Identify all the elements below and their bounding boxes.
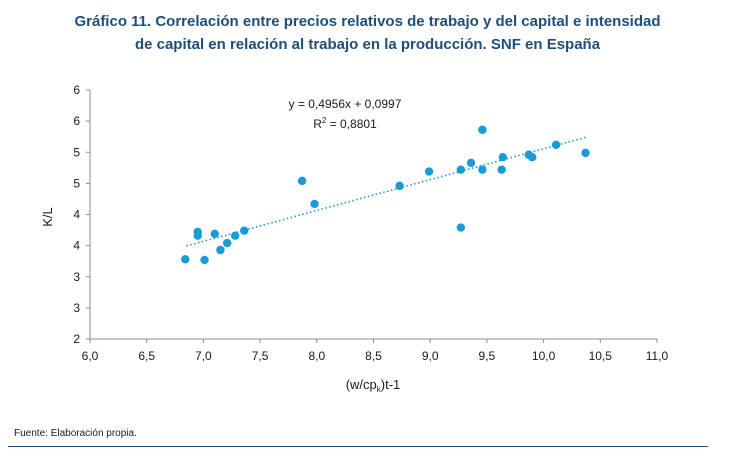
y-tick-label: 3 (73, 301, 80, 315)
data-point (497, 165, 506, 174)
x-tick-label: 8,0 (308, 349, 325, 363)
y-ticks: 2 3 3 4 4 5 5 6 6 (73, 83, 90, 346)
data-point (230, 231, 240, 240)
scatter-chart: 2 3 3 4 4 5 5 6 6 6,0 6,5 7,0 7,5 8,0 8,5 9,0 9,5 10,0 10… (40, 83, 669, 394)
chart-title: Gráfico 11. Correlación entre precios re… (0, 10, 735, 56)
data-point (478, 165, 487, 174)
data-point (528, 153, 537, 162)
regression-equation: y = 0,4956x + 0,0997 (289, 97, 402, 111)
data-point (424, 167, 434, 176)
x-tick-label: 7,0 (195, 349, 212, 363)
data-point (210, 229, 219, 238)
chart-title-line-2: de capital en relación al trabajo en la … (134, 36, 601, 53)
footer-rule (8, 446, 708, 447)
data-point (297, 176, 307, 186)
x-tick-label: 7,5 (252, 349, 269, 363)
data-points (181, 125, 590, 265)
r-squared-sup: 2 (322, 116, 327, 125)
data-point (581, 148, 590, 158)
x-tick-label: 11,0 (646, 349, 669, 363)
chart-title-line-1: Gráfico 11. Correlación entre precios re… (74, 13, 661, 30)
data-point (456, 223, 466, 232)
x-tick-label: 9,0 (422, 349, 439, 363)
r-squared-r: R (313, 117, 322, 131)
x-tick-label: 9,5 (479, 349, 496, 363)
data-point (216, 245, 225, 255)
x-tick-label: 6,5 (138, 349, 155, 363)
y-tick-label: 5 (73, 176, 80, 190)
x-tick-label: 6,0 (82, 349, 99, 363)
data-point (193, 231, 202, 240)
y-axis-label: K/L (40, 207, 55, 227)
trendline (186, 136, 586, 247)
data-point (200, 255, 209, 265)
x-axis-label-sub: k (377, 385, 382, 394)
y-tick-label: 6 (73, 114, 80, 128)
y-tick-label: 2 (73, 332, 80, 346)
x-tick-label: 10,5 (589, 349, 613, 363)
data-point (223, 238, 232, 248)
data-point (310, 199, 319, 209)
source-note: Fuente: Elaboración propia. (14, 428, 137, 439)
data-point (498, 153, 507, 162)
data-point (395, 181, 404, 191)
y-tick-label: 6 (73, 83, 80, 97)
data-point (181, 255, 190, 264)
data-point (466, 158, 476, 168)
x-tick-label: 8,5 (365, 349, 382, 363)
r-squared-value: = 0,8801 (326, 117, 377, 131)
x-tick-label: 10,0 (532, 349, 556, 363)
y-tick-label: 5 (73, 145, 80, 159)
data-point (456, 165, 466, 174)
x-axis-label: (w/cpk)t-1 (346, 377, 401, 394)
x-ticks: 6,0 6,5 7,0 7,5 8,0 8,5 9,0 9,5 10,0 10,5 11,0 (82, 339, 669, 363)
data-point (240, 226, 249, 235)
r-squared-label: R2 = 0,8801 (313, 116, 377, 131)
x-axis-label-tail: )t-1 (381, 377, 401, 392)
y-tick-label: 4 (73, 239, 80, 253)
x-axis-label-base: (w/cp (346, 377, 377, 392)
y-tick-label: 4 (73, 208, 80, 222)
data-point (478, 125, 487, 135)
data-point (551, 140, 561, 149)
y-tick-label: 3 (73, 270, 80, 284)
